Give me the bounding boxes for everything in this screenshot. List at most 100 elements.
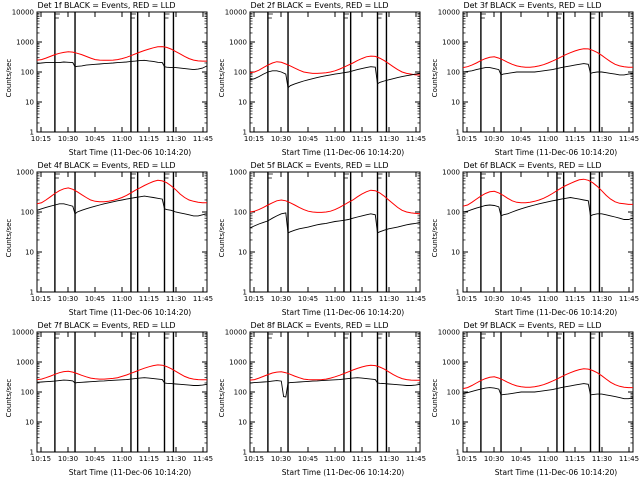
x-tick-label: 11:30 [592, 295, 612, 303]
interval-flag [590, 333, 596, 339]
y-tick-label: 1000 [16, 39, 34, 47]
panel-title: Det 3f BLACK = Events, RED = LLD [463, 1, 602, 10]
detector-panel: 1 10 100 1000 10000 10:15 10:30 10:45 11:00 11:15… [426, 0, 639, 160]
plot-frame [36, 331, 208, 453]
detector-panel: 1 10 100 1000 10000 10:15 10:30 10:45 11:00 11:15… [213, 0, 426, 160]
plot-frame [36, 171, 208, 293]
events-series-line [462, 197, 634, 220]
y-tick-label: 1000 [229, 169, 247, 177]
x-tick-label: 11:00 [325, 455, 345, 463]
x-axis-label: Start Time (11-Dec-06 10:14:20) [494, 308, 618, 317]
y-tick-label: 10000 [12, 9, 34, 17]
plot-svg: 1 10 100 1000 10000 10:15 10:30 10:45 11:00 11:15… [12, 9, 213, 144]
lld-series-line [462, 368, 633, 390]
detector-panel: 1 10 100 1000 10000 10:15 10:30 10:45 11:00 11:15… [0, 320, 213, 480]
x-tick-label: 11:45 [619, 455, 639, 463]
interval-flag [267, 333, 273, 339]
interval-flag [54, 173, 60, 179]
x-tick-label: 11:45 [406, 455, 426, 463]
plot-svg: 1 10 100 1000 10:15 10:30 10:45 11:00 11:15 11:30… [16, 169, 213, 304]
plot-svg: 1 10 100 1000 10:15 10:30 10:45 11:00 11:15 11:30… [229, 169, 426, 304]
y-tick-label: 10000 [438, 9, 460, 17]
y-tick-label: 10 [238, 249, 247, 257]
y-tick-label: 100 [21, 69, 34, 77]
lld-series-line [36, 179, 207, 205]
y-axis-label: Counts/sec [431, 58, 439, 98]
y-axis-label: Counts/sec [5, 378, 13, 418]
y-tick-label: 1000 [442, 169, 460, 177]
detector-panel: 1 10 100 1000 10000 10:15 10:30 10:45 11:00 11:15… [0, 0, 213, 160]
lld-series-line [462, 48, 633, 69]
interval-flag [164, 173, 170, 179]
x-tick-label: 10:30 [484, 135, 504, 143]
y-tick-label: 100 [447, 69, 460, 77]
x-tick-label: 11:00 [538, 295, 558, 303]
x-tick-label: 10:45 [85, 455, 105, 463]
x-axis-label: Start Time (11-Dec-06 10:14:20) [281, 308, 405, 317]
y-tick-label: 10000 [225, 9, 247, 17]
x-tick-label: 11:45 [193, 295, 213, 303]
detector-panel: 1 10 100 1000 10:15 10:30 10:45 11:00 11:15 11:30… [426, 160, 639, 320]
y-tick-label: 1000 [16, 169, 34, 177]
x-tick-label: 11:00 [112, 455, 132, 463]
y-tick-label: 100 [21, 389, 34, 397]
interval-flag [164, 13, 170, 19]
plot-svg: 1 10 100 1000 10000 10:15 10:30 10:45 11:00 11:15… [438, 329, 639, 464]
x-tick-label: 11:30 [166, 455, 186, 463]
x-axis-label: Start Time (11-Dec-06 10:14:20) [68, 148, 192, 157]
x-tick-label: 11:15 [139, 295, 159, 303]
x-tick-label: 10:45 [511, 295, 531, 303]
x-tick-label: 10:30 [58, 455, 78, 463]
y-tick-label: 1 [456, 289, 460, 297]
x-tick-label: 10:30 [484, 295, 504, 303]
interval-flag [377, 333, 383, 339]
x-tick-label: 11:00 [325, 135, 345, 143]
x-tick-label: 11:15 [139, 455, 159, 463]
x-axis-label: Start Time (11-Dec-06 10:14:20) [68, 308, 192, 317]
x-tick-label: 10:45 [298, 295, 318, 303]
events-series-line [36, 195, 208, 217]
y-tick-label: 100 [234, 69, 247, 77]
x-axis-label: Start Time (11-Dec-06 10:14:20) [494, 148, 618, 157]
y-tick-label: 1 [30, 129, 34, 137]
panel-title: Det 1f BLACK = Events, RED = LLD [37, 1, 176, 10]
y-tick-label: 10 [451, 419, 460, 427]
x-tick-label: 11:00 [112, 135, 132, 143]
x-tick-label: 10:45 [298, 455, 318, 463]
interval-flag [267, 173, 273, 179]
x-tick-label: 10:15 [457, 135, 477, 143]
interval-flag [590, 13, 596, 19]
interval-flag [556, 13, 562, 19]
events-series-line [249, 66, 421, 89]
x-tick-label: 10:30 [271, 295, 291, 303]
y-tick-label: 1000 [442, 359, 460, 367]
lld-series-line [249, 189, 421, 215]
y-tick-label: 10000 [225, 329, 247, 337]
x-tick-label: 11:00 [538, 135, 558, 143]
x-tick-label: 10:45 [85, 135, 105, 143]
y-axis-label: Counts/sec [5, 58, 13, 98]
interval-flag [164, 333, 170, 339]
y-tick-label: 1000 [16, 359, 34, 367]
y-tick-label: 100 [447, 209, 460, 217]
interval-flag [377, 173, 383, 179]
x-tick-label: 11:30 [592, 455, 612, 463]
x-tick-label: 11:30 [379, 135, 399, 143]
plot-svg: 1 10 100 1000 10:15 10:30 10:45 11:00 11:15 11:30… [442, 169, 639, 304]
plot-svg: 1 10 100 1000 10000 10:15 10:30 10:45 11:00 11:15… [12, 329, 213, 464]
x-tick-label: 10:15 [244, 455, 264, 463]
y-tick-label: 100 [21, 209, 34, 217]
plot-frame [249, 11, 421, 133]
x-tick-label: 10:15 [457, 455, 477, 463]
y-axis-label: Counts/sec [431, 378, 439, 418]
interval-flag [54, 13, 60, 19]
x-tick-label: 11:00 [112, 295, 132, 303]
y-tick-label: 1000 [229, 39, 247, 47]
plot-frame [249, 331, 421, 453]
interval-flag [480, 173, 486, 179]
y-axis-label: Counts/sec [431, 218, 439, 258]
panel-title: Det 7f BLACK = Events, RED = LLD [37, 321, 176, 330]
panel-title: Det 2f BLACK = Events, RED = LLD [250, 1, 389, 10]
interval-flag [130, 173, 136, 179]
y-tick-label: 10 [25, 419, 34, 427]
